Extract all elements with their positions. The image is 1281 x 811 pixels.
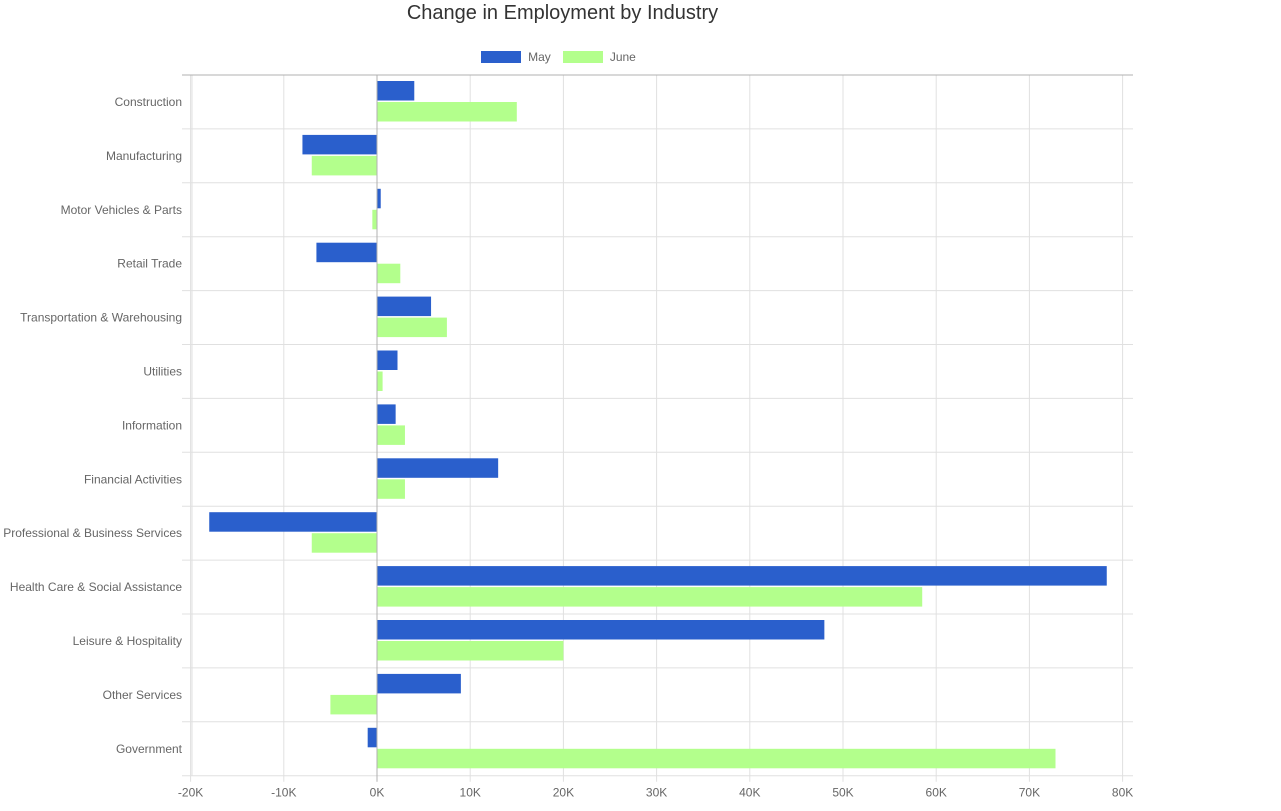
x-tick-label: 0K <box>370 786 385 800</box>
bar-june-0 <box>377 102 517 122</box>
bar-june-5 <box>377 371 383 391</box>
category-label: Transportation & Warehousing <box>20 311 182 325</box>
chart-title: Change in Employment by Industry <box>406 2 719 24</box>
bar-may-7 <box>377 458 499 478</box>
bar-june-6 <box>377 425 405 445</box>
category-label: Professional & Business Services <box>3 526 182 540</box>
bar-may-12 <box>367 727 377 748</box>
legend: May June <box>0 50 1117 64</box>
bar-may-0 <box>377 81 415 101</box>
x-tick-label: -10K <box>271 786 296 800</box>
category-label: Leisure & Hospitality <box>73 634 182 648</box>
category-label: Health Care & Social Assistance <box>10 580 182 594</box>
bar-june-1 <box>311 155 377 176</box>
category-label: Construction <box>115 95 182 109</box>
bar-june-4 <box>377 317 447 338</box>
bar-june-10 <box>377 641 564 661</box>
bar-may-11 <box>377 673 461 694</box>
category-label: Manufacturing <box>106 149 182 163</box>
bar-june-7 <box>377 479 405 499</box>
bar-june-11 <box>330 694 377 715</box>
legend-swatch <box>562 51 603 63</box>
legend-item-may[interactable]: May <box>481 50 551 64</box>
category-label: Financial Activities <box>84 472 182 486</box>
x-tick-label: 10K <box>460 786 481 800</box>
bar-june-2 <box>372 209 377 230</box>
category-label: Retail Trade <box>117 257 182 271</box>
x-tick-label: 60K <box>926 786 947 800</box>
x-tick-label: 70K <box>1019 786 1040 800</box>
bar-may-8 <box>209 512 377 532</box>
legend-swatch <box>481 51 522 63</box>
category-label: Motor Vehicles & Parts <box>61 203 182 217</box>
bar-may-1 <box>302 134 377 155</box>
bar-may-3 <box>316 242 377 263</box>
category-label: Government <box>116 742 183 756</box>
legend-label: June <box>609 50 636 64</box>
category-label: Utilities <box>143 364 182 378</box>
bar-may-2 <box>377 188 381 209</box>
bar-june-8 <box>311 533 377 553</box>
x-tick-label: 30K <box>646 786 667 800</box>
x-tick-label: 80K <box>1112 786 1133 800</box>
bar-may-10 <box>377 620 825 640</box>
x-tick-label: 40K <box>739 786 760 800</box>
bar-may-4 <box>377 296 432 317</box>
category-label: Information <box>122 418 182 432</box>
bar-june-12 <box>377 748 1056 769</box>
bar-june-3 <box>377 263 401 284</box>
bar-may-9 <box>377 566 1107 586</box>
category-label: Other Services <box>103 688 182 702</box>
bar-may-6 <box>377 404 396 424</box>
bar-may-5 <box>377 350 398 370</box>
x-tick-label: 50K <box>832 786 853 800</box>
legend-label: May <box>528 50 551 64</box>
x-tick-label: 20K <box>553 786 574 800</box>
x-tick-label: -20K <box>178 786 203 800</box>
legend-item-june[interactable]: June <box>562 50 636 64</box>
bar-june-9 <box>377 587 923 607</box>
